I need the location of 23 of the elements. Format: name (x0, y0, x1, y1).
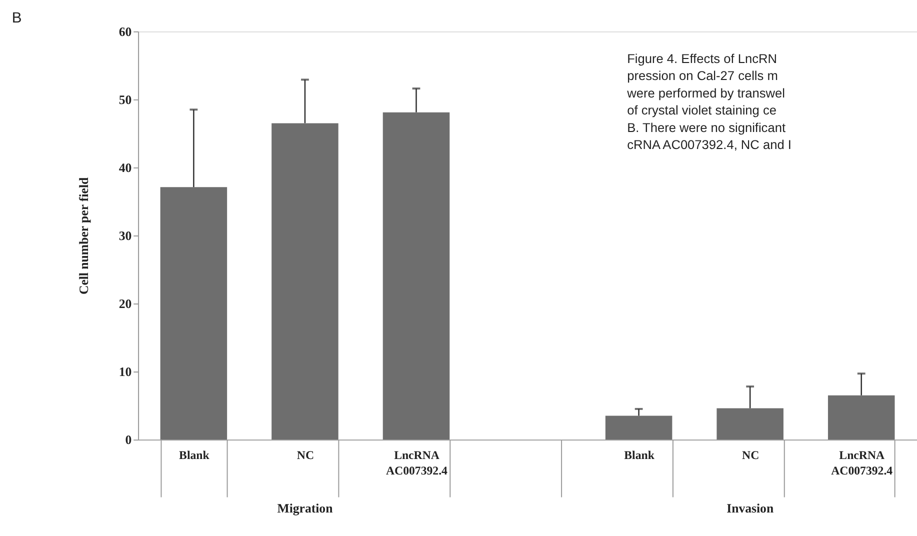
x-tick-label: Blank (624, 448, 655, 462)
annotation: were performed by transwel (626, 85, 786, 100)
x-tick-label: Blank (179, 448, 210, 462)
text: Invasion (726, 502, 774, 516)
x-tick-label: LncRNA AC007392.4 (386, 448, 448, 478)
y-tick-label: 0 (125, 433, 132, 448)
text: B (12, 10, 22, 26)
x-tick-label: NC (742, 448, 760, 462)
text: Migration (277, 502, 333, 516)
y-axis-title: Cell number per field (77, 177, 92, 295)
y-tick-label: 20 (118, 296, 132, 311)
x-tick-label: NC (296, 448, 314, 462)
y-tick-label: 30 (118, 228, 132, 243)
annotation: of crystal violet staining ce (627, 102, 776, 118)
y-tick-label: 50 (118, 92, 132, 107)
annotation: Figure 4. Effects of LncRN (627, 50, 777, 66)
y-tick-label: 10 (118, 364, 132, 379)
annotation: B. There were no significant (627, 120, 786, 135)
x-tick-label: LncRNA AC007392.4 (831, 448, 893, 478)
annotation: pression on Cal-27 cells m (627, 68, 778, 84)
annotation: cRNA AC007392.4, NC and I (627, 137, 792, 152)
y-tick-label: 40 (118, 160, 132, 175)
y-tick-label: 60 (118, 24, 132, 39)
